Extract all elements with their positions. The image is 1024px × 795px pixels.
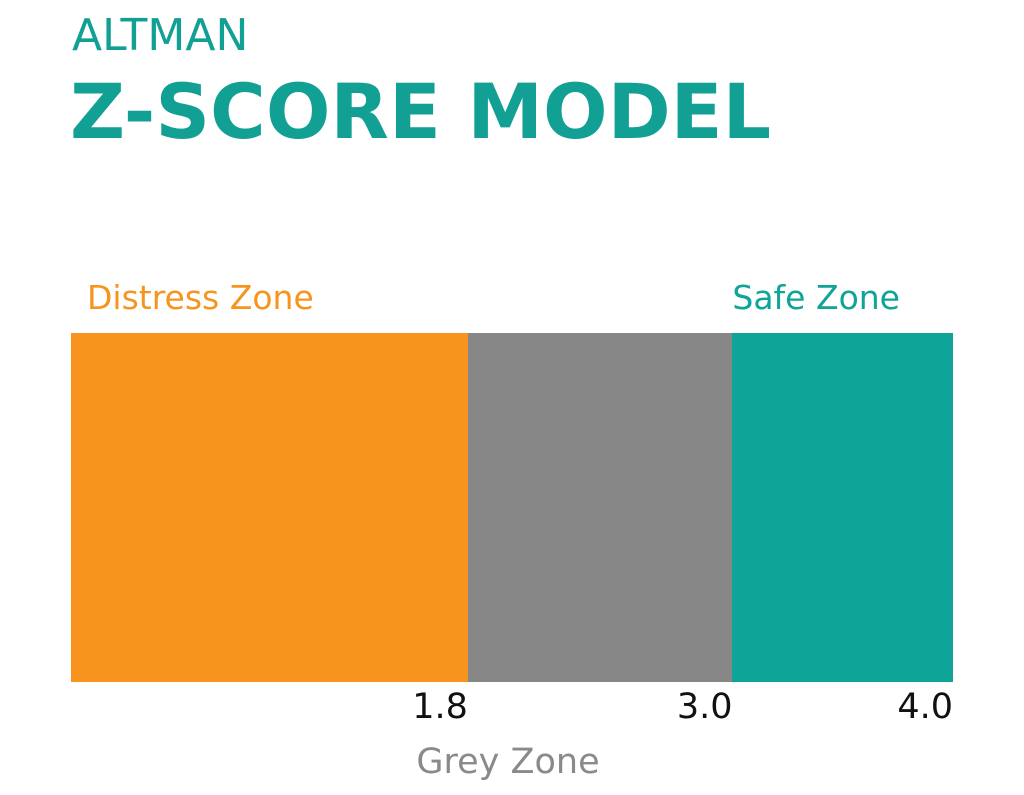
zone-segment-distress-zone bbox=[71, 333, 468, 682]
tick-label: 1.8 bbox=[412, 687, 468, 727]
z-score-zone-bar bbox=[71, 333, 953, 682]
zone-segment-safe-zone bbox=[732, 333, 953, 682]
distress-zone-label: Distress Zone bbox=[87, 278, 314, 317]
title-z-score-model: Z-SCORE MODEL bbox=[70, 67, 771, 156]
tick-label: 4.0 bbox=[897, 687, 953, 727]
safe-zone-label: Safe Zone bbox=[732, 278, 900, 317]
grey-zone-label: Grey Zone bbox=[416, 742, 600, 782]
tick-label: 3.0 bbox=[676, 687, 733, 727]
title-altman: ALTMAN bbox=[72, 10, 249, 61]
zone-segment-grey-zone bbox=[467, 333, 733, 682]
